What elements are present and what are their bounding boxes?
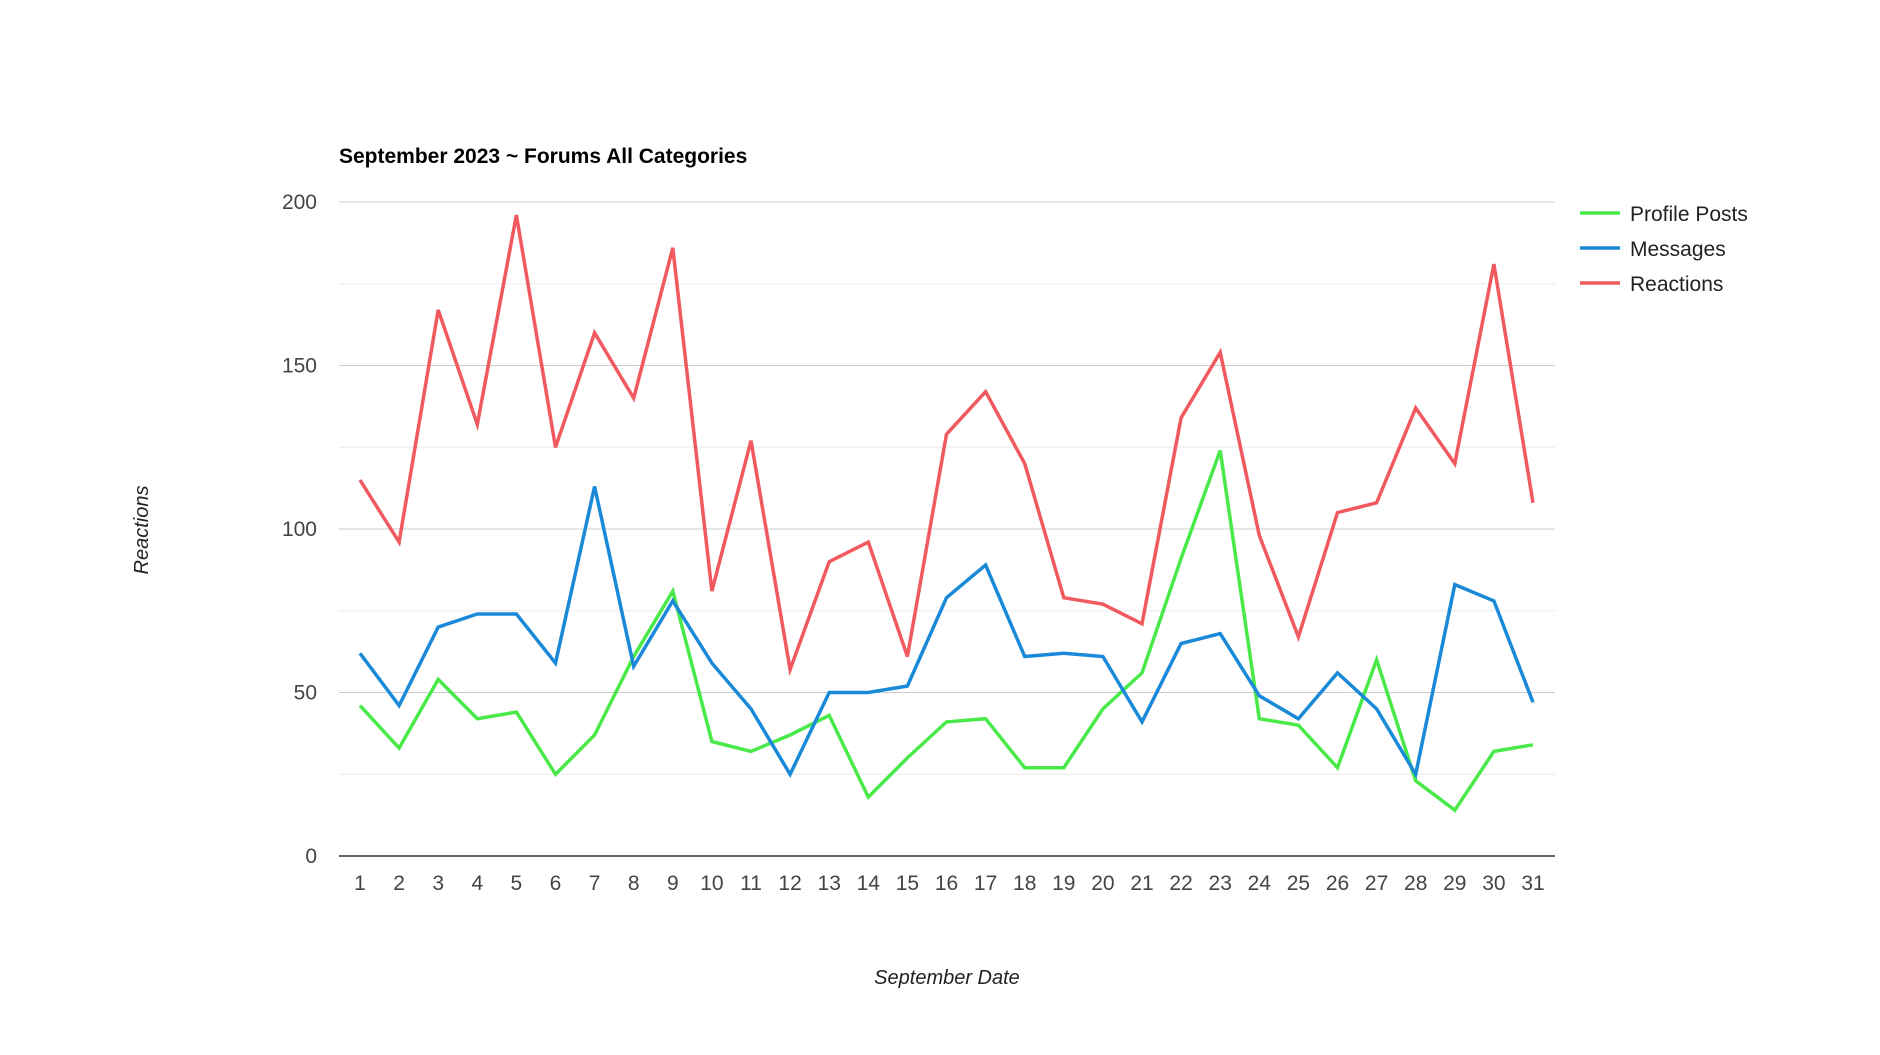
x-tick-label: 5 bbox=[511, 872, 523, 895]
y-tick-label: 100 bbox=[282, 518, 317, 541]
x-tick-label: 19 bbox=[1052, 872, 1075, 895]
y-tick-label: 0 bbox=[305, 845, 317, 868]
legend: Profile Posts Messages Reactions bbox=[1580, 203, 1748, 296]
x-tick-label: 21 bbox=[1130, 872, 1153, 895]
x-tick-label: 1 bbox=[354, 872, 366, 895]
x-tick-label: 4 bbox=[471, 872, 483, 895]
legend-label-messages: Messages bbox=[1630, 238, 1726, 261]
series-line-messages bbox=[358, 486, 1535, 780]
x-axis-ticks: 1 2 3 4 5 6 7 8 9 10 11 12 13 14 15 16 17 18 19 20 21 22 23 24 2… bbox=[354, 872, 1545, 895]
series-line-reactions bbox=[358, 214, 1535, 677]
x-tick-label: 30 bbox=[1482, 872, 1505, 895]
y-tick-label: 200 bbox=[282, 191, 317, 214]
legend-label-reactions: Reactions bbox=[1630, 273, 1723, 296]
x-tick-label: 17 bbox=[974, 872, 997, 895]
x-tick-label: 24 bbox=[1248, 872, 1272, 895]
x-tick-label: 29 bbox=[1443, 872, 1466, 895]
x-tick-label: 10 bbox=[700, 872, 723, 895]
y-axis-ticks: 0 50 100 150 200 bbox=[282, 191, 317, 868]
x-tick-label: 28 bbox=[1404, 872, 1427, 895]
x-tick-label: 27 bbox=[1365, 872, 1388, 895]
x-tick-label: 9 bbox=[667, 872, 679, 895]
x-tick-label: 7 bbox=[589, 872, 601, 895]
series-line-profile-posts bbox=[358, 449, 1534, 813]
x-tick-label: 13 bbox=[818, 872, 841, 895]
x-tick-label: 25 bbox=[1287, 872, 1310, 895]
x-tick-label: 11 bbox=[740, 872, 762, 895]
x-tick-label: 20 bbox=[1091, 872, 1114, 895]
y-tick-label: 150 bbox=[282, 355, 317, 378]
x-tick-label: 2 bbox=[393, 872, 405, 895]
y-axis-title: Reactions bbox=[131, 486, 153, 575]
x-tick-label: 22 bbox=[1169, 872, 1192, 895]
x-tick-label: 26 bbox=[1326, 872, 1349, 895]
x-tick-label: 15 bbox=[896, 872, 919, 895]
y-tick-label: 50 bbox=[294, 682, 317, 705]
x-tick-label: 23 bbox=[1209, 872, 1232, 895]
x-tick-label: 16 bbox=[935, 872, 958, 895]
x-tick-label: 8 bbox=[628, 872, 640, 895]
x-tick-label: 14 bbox=[857, 872, 881, 895]
x-tick-label: 6 bbox=[550, 872, 562, 895]
gridlines bbox=[339, 201, 1555, 775]
x-tick-label: 3 bbox=[432, 872, 444, 895]
chart-title: September 2023 ~ Forums All Categories bbox=[339, 145, 747, 168]
legend-label-profile-posts: Profile Posts bbox=[1630, 203, 1748, 226]
x-tick-label: 18 bbox=[1013, 872, 1036, 895]
x-tick-label: 31 bbox=[1521, 872, 1544, 895]
x-axis-title: September Date bbox=[874, 967, 1020, 989]
series-lines bbox=[358, 214, 1535, 813]
x-tick-label: 12 bbox=[778, 872, 801, 895]
